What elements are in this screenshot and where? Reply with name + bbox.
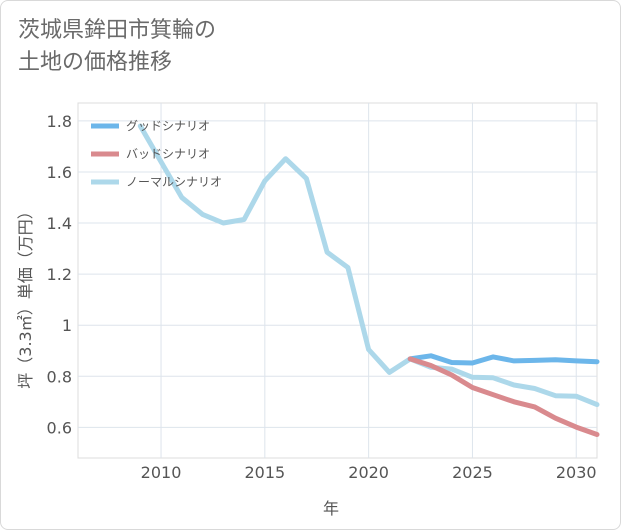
y-tick-label-4: 1.4: [47, 214, 72, 233]
x-tick-label-2010: 2010: [141, 463, 182, 482]
x-tick-labels: 2010 2015 2020 2025 2030: [141, 463, 597, 482]
x-tick-label-2020: 2020: [348, 463, 389, 482]
x-tick-label-2025: 2025: [452, 463, 493, 482]
y-tick-label-1: 0.8: [47, 367, 72, 386]
y-tick-label-3: 1.2: [47, 265, 72, 284]
y-tick-label-5: 1.6: [47, 163, 72, 182]
legend-label-0: グッドシナリオ: [126, 119, 210, 133]
x-tick-label-2015: 2015: [244, 463, 285, 482]
y-axis-title: 坪（3.3㎡）単価（万円）: [16, 203, 35, 388]
y-tick-labels: 0.6 0.8 1 1.2 1.4 1.6 1.8: [47, 112, 72, 437]
chart-title: 茨城県鉾田市箕輪の 土地の価格推移: [18, 15, 216, 79]
series-line-1: [407, 356, 600, 437]
legend-label-2: ノーマルシナリオ: [126, 175, 222, 189]
plot-area: [77, 102, 598, 459]
chart-title-line2: 土地の価格推移: [18, 50, 173, 75]
y-tick-label-2: 1: [62, 316, 72, 335]
x-axis-title: 年: [323, 499, 339, 518]
series-lines: [137, 123, 600, 437]
y-tick-label-6: 1.8: [47, 112, 72, 131]
x-tick-label-2030: 2030: [556, 463, 597, 482]
series-line-0: [407, 353, 600, 366]
y-tick-label-0: 0.6: [47, 418, 72, 437]
legend-label-1: バッドシナリオ: [126, 147, 210, 161]
chart-title-line1: 茨城県鉾田市箕輪の: [18, 18, 217, 43]
